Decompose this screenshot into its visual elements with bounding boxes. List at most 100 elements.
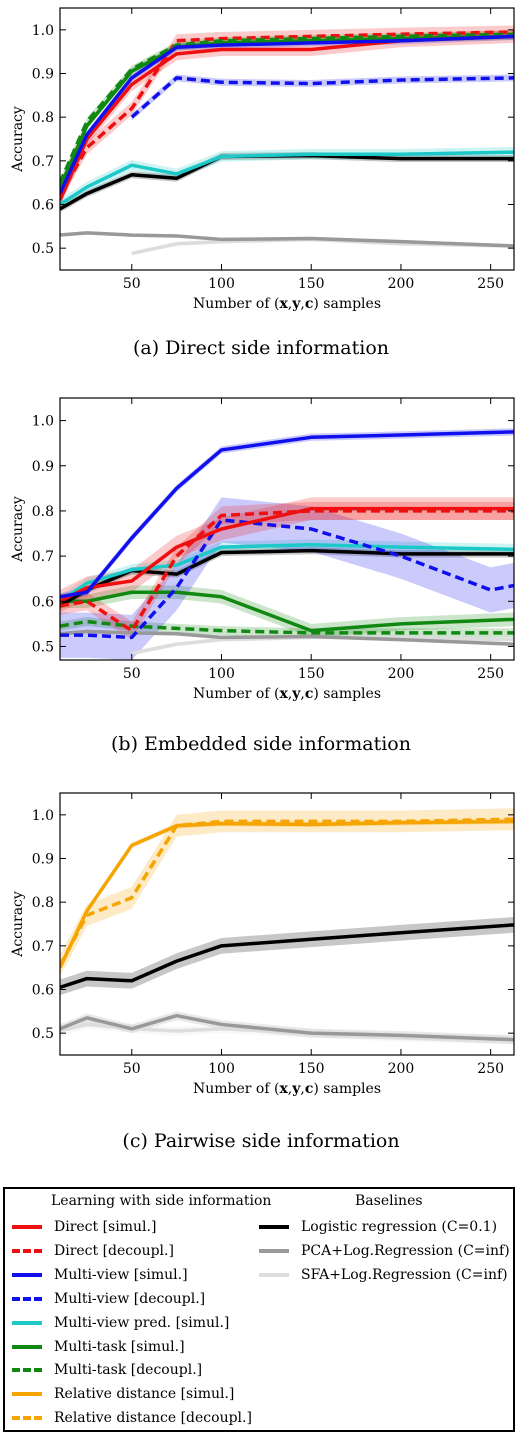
- series-line-1: [60, 1013, 514, 1042]
- x-tick-label: 100: [208, 276, 235, 292]
- series-line-3: [60, 590, 514, 633]
- series-line-0: [131, 635, 514, 655]
- series-line-2: [60, 153, 514, 211]
- series-band-7: [60, 501, 514, 640]
- legend-label: Direct [simul.]: [54, 1219, 157, 1235]
- legend-line-swatch: [12, 1344, 42, 1349]
- plot-frame: [59, 397, 515, 661]
- legend-item-right-0: Logistic regression (C=0.1): [259, 1216, 497, 1238]
- legend-line-swatch: [259, 1248, 289, 1253]
- legend-line-swatch: [12, 1368, 42, 1373]
- x-tick-label: 150: [298, 276, 325, 292]
- legend-item-left-3: Multi-view [decoupl.]: [12, 1288, 205, 1310]
- legend-label: Multi-task [simul.]: [54, 1338, 185, 1355]
- caption-b: (b) Embedded side information: [111, 733, 411, 755]
- y-tick-label: 0.6: [32, 198, 54, 214]
- series-band-6: [60, 497, 514, 660]
- plot-area: [60, 428, 514, 660]
- series-line-1: [60, 231, 514, 248]
- legend-item-left-7: Relative distance [simul.]: [12, 1383, 234, 1405]
- legend-label: Relative distance [decoupl.]: [54, 1410, 252, 1427]
- y-tick-label: 0.5: [32, 1026, 54, 1042]
- legend-line-swatch: [12, 1248, 42, 1253]
- series-line-4: [130, 76, 514, 119]
- x-tick-label: 150: [298, 666, 325, 682]
- series-line-6: [60, 518, 514, 640]
- y-axis-label: Accuracy: [10, 106, 26, 173]
- series-line-4: [60, 819, 514, 969]
- legend: Learning with side information Baselines…: [3, 1187, 515, 1432]
- legend-item-left-6: Multi-task [decoupl.]: [12, 1359, 202, 1381]
- y-tick-label: 0.5: [32, 639, 54, 655]
- series-line-5: [60, 30, 514, 197]
- y-tick-label: 0.8: [32, 110, 54, 126]
- x-tick-label: 150: [298, 1061, 325, 1077]
- series-band-9: [60, 428, 514, 601]
- series-line-2: [60, 923, 514, 989]
- series-line-3: [60, 150, 514, 206]
- series-band-2: [60, 917, 514, 996]
- y-tick-label: 1.0: [32, 23, 54, 39]
- legend-line-swatch: [12, 1416, 42, 1421]
- y-axis-label: Accuracy: [10, 891, 26, 958]
- x-tick-label: 50: [123, 276, 141, 292]
- legend-item-right-1: PCA+Log.Regression (C=inf): [259, 1240, 510, 1262]
- plot-frame: [59, 7, 515, 271]
- y-axis-label: Accuracy: [10, 496, 26, 563]
- legend-label: SFA+Log.Regression (C=inf): [301, 1266, 508, 1283]
- legend-item-left-2: Multi-view [simul.]: [12, 1264, 188, 1286]
- series-line-9: [60, 430, 514, 599]
- series-band-4: [131, 74, 514, 121]
- y-tick-label: 0.6: [32, 594, 54, 610]
- series-line-2: [60, 619, 514, 635]
- y-tick-label: 0.5: [32, 241, 54, 257]
- y-tick-label: 0.9: [32, 459, 54, 475]
- legend-label: Multi-view [simul.]: [54, 1266, 188, 1283]
- legend-label: PCA+Log.Regression (C=inf): [301, 1242, 510, 1259]
- series-line-7: [60, 509, 514, 633]
- series-line-0: [131, 237, 514, 256]
- legend-label: Multi-view pred. [simul.]: [54, 1314, 230, 1331]
- legend-line-swatch: [259, 1272, 289, 1277]
- x-tick-label: 250: [477, 666, 504, 682]
- legend-label: Multi-view [decoupl.]: [54, 1290, 206, 1307]
- y-tick-label: 0.6: [32, 983, 54, 999]
- plot-frame: [59, 792, 515, 1056]
- plot-area: [60, 808, 514, 1045]
- y-tick-label: 0.7: [32, 154, 54, 170]
- series-line-1: [60, 629, 514, 646]
- x-tick-label: 100: [208, 1061, 235, 1077]
- series-line-0: [60, 1022, 514, 1042]
- legend-line-swatch: [12, 1272, 42, 1277]
- legend-heading-right: Baselines: [355, 1193, 423, 1209]
- legend-label: Logistic regression (C=0.1): [301, 1219, 498, 1235]
- x-tick-label: 50: [123, 1061, 141, 1077]
- legend-item-left-1: Direct [decoupl.]: [12, 1240, 174, 1262]
- y-tick-label: 0.7: [32, 939, 54, 955]
- legend-item-left-8: Relative distance [decoupl.]: [12, 1407, 252, 1429]
- x-axis-label: Number of (x,y,c) samples: [193, 1081, 381, 1097]
- x-axis-label: Number of (x,y,c) samples: [193, 296, 381, 312]
- x-axis-label: Number of (x,y,c) samples: [193, 686, 381, 702]
- legend-item-left-5: Multi-task [simul.]: [12, 1336, 185, 1358]
- x-tick-label: 250: [477, 276, 504, 292]
- legend-label: Direct [decoupl.]: [54, 1242, 174, 1259]
- series-line-9: [60, 34, 514, 195]
- series-band-2: [60, 152, 514, 213]
- legend-line-swatch: [259, 1225, 289, 1229]
- y-tick-label: 0.7: [32, 549, 54, 565]
- legend-item-right-2: SFA+Log.Regression (C=inf): [259, 1264, 508, 1286]
- legend-label: Multi-task [decoupl.]: [54, 1362, 203, 1379]
- y-tick-label: 1.0: [32, 414, 54, 430]
- caption-c: (c) Pairwise side information: [122, 1130, 400, 1152]
- series-line-8: [60, 506, 514, 603]
- x-tick-label: 200: [388, 666, 415, 682]
- y-tick-label: 0.8: [32, 895, 54, 911]
- legend-line-swatch: [12, 1296, 42, 1301]
- legend-item-left-4: Multi-view pred. [simul.]: [12, 1312, 229, 1334]
- x-tick-label: 200: [388, 276, 415, 292]
- chart-pairwise-side-information: 50 100 150 200 250 0.5 0.6 0.7 0.8 0.9 1.0 Accuracy…: [10, 792, 515, 1097]
- x-tick-label: 100: [208, 666, 235, 682]
- series-line-6: [60, 32, 514, 184]
- legend-label: Relative distance [simul.]: [54, 1386, 235, 1403]
